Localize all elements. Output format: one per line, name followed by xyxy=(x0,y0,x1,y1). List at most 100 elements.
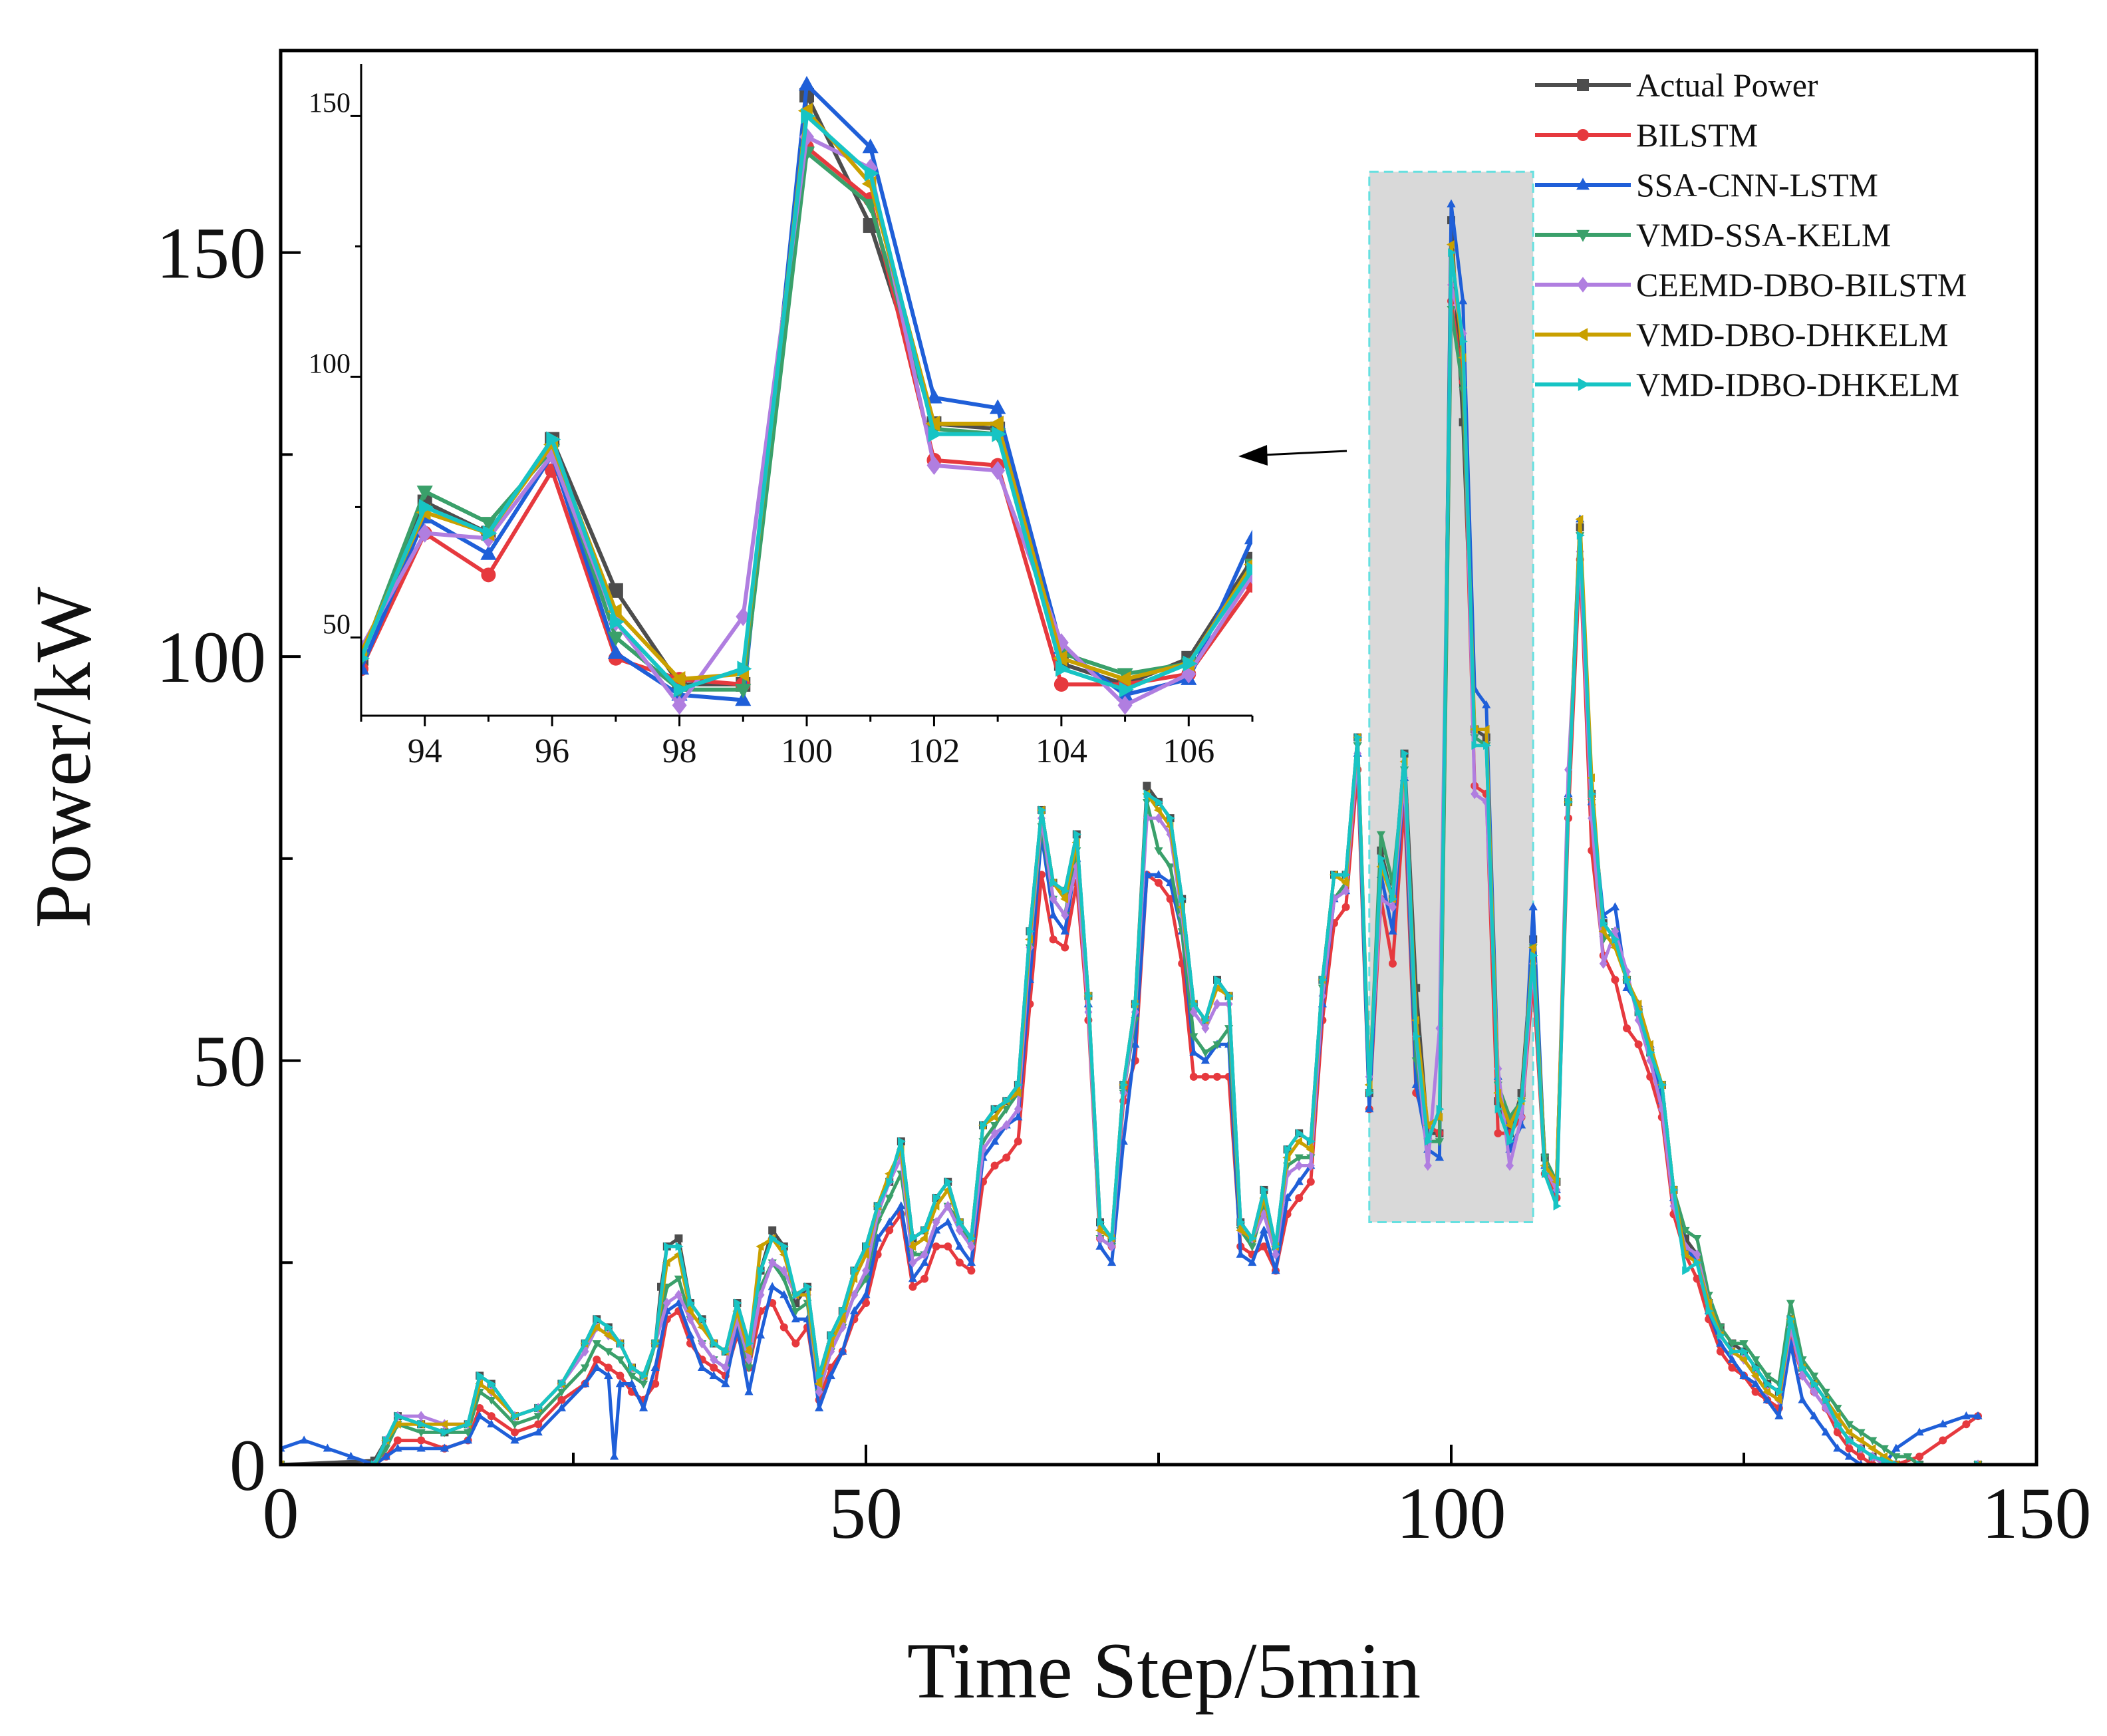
data-point-bilstm xyxy=(955,1258,964,1267)
data-point-vmd-ssa-kelm xyxy=(1189,1033,1198,1042)
data-point-ssa-cnn-lstm xyxy=(1727,1354,1737,1363)
inset-data-point-ceemd-dbo-bilstm xyxy=(545,445,560,465)
data-point-vmd-idbo-dhkelm xyxy=(1026,927,1035,936)
inset-data-point-bilstm xyxy=(481,567,496,583)
inset-x-tick-label: 104 xyxy=(1036,732,1087,770)
data-point-vmd-idbo-dhkelm xyxy=(382,1435,391,1445)
inset-data-point-ssa-cnn-lstm xyxy=(990,399,1006,414)
data-point-vmd-dbo-dhkelm xyxy=(603,1331,612,1340)
data-point-ssa-cnn-lstm xyxy=(1294,1177,1304,1185)
data-point-ssa-cnn-lstm xyxy=(1014,1112,1023,1121)
data-point-vmd-ssa-kelm xyxy=(1810,1372,1819,1381)
data-point-bilstm xyxy=(1189,1072,1198,1081)
data-point-ssa-cnn-lstm xyxy=(416,1443,426,1452)
data-point-ceemd-dbo-bilstm xyxy=(1096,1233,1104,1244)
data-point-ceemd-dbo-bilstm xyxy=(1213,998,1221,1010)
data-point-vmd-idbo-dhkelm xyxy=(1284,1145,1292,1154)
inset-data-point-vmd-ssa-kelm xyxy=(416,486,433,501)
data-point-ssa-cnn-lstm xyxy=(838,1346,847,1355)
data-point-vmd-ssa-kelm xyxy=(1762,1372,1772,1381)
data-point-vmd-idbo-dhkelm xyxy=(1693,1258,1702,1267)
data-point-vmd-ssa-kelm xyxy=(1154,847,1163,855)
data-point-vmd-idbo-dhkelm xyxy=(1858,1444,1866,1453)
data-point-ssa-cnn-lstm xyxy=(1915,1427,1924,1436)
data-point-vmd-dbo-dhkelm xyxy=(1294,1137,1302,1146)
data-point-vmd-idbo-dhkelm xyxy=(1097,1217,1105,1227)
x-tick-label: 150 xyxy=(1982,1473,2092,1554)
data-point-vmd-idbo-dhkelm xyxy=(1682,1266,1691,1276)
data-point-bilstm xyxy=(1155,879,1163,887)
data-point-ceemd-dbo-bilstm xyxy=(944,1201,952,1212)
legend-item-ceemd-dbo-bilstm: CEEMD-DBO-BILSTM xyxy=(1535,266,1967,303)
data-point-bilstm xyxy=(885,1226,894,1234)
data-point-vmd-ssa-kelm xyxy=(1200,1049,1210,1058)
data-point-ssa-cnn-lstm xyxy=(849,1306,859,1314)
data-point-ssa-cnn-lstm xyxy=(1833,1443,1842,1452)
data-point-ssa-cnn-lstm xyxy=(1095,1241,1105,1250)
data-point-vmd-idbo-dhkelm xyxy=(1038,805,1047,815)
data-point-vmd-idbo-dhkelm xyxy=(1471,741,1480,750)
data-point-vmd-idbo-dhkelm xyxy=(734,1298,742,1308)
inset-x-tick-label: 94 xyxy=(408,732,442,770)
data-point-ssa-cnn-lstm xyxy=(861,1290,871,1298)
data-point-vmd-idbo-dhkelm xyxy=(1050,878,1058,887)
data-point-ssa-cnn-lstm xyxy=(639,1403,648,1411)
legend-swatch-marker xyxy=(1577,277,1589,293)
data-point-vmd-idbo-dhkelm xyxy=(418,1419,426,1429)
data-point-vmd-dbo-dhkelm xyxy=(756,1242,764,1251)
y-tick-label: 0 xyxy=(229,1425,266,1506)
data-point-ssa-cnn-lstm xyxy=(885,1217,894,1226)
data-point-vmd-idbo-dhkelm xyxy=(1085,991,1093,1000)
data-point-vmd-dbo-dhkelm xyxy=(1575,515,1584,524)
data-point-ssa-cnn-lstm xyxy=(1107,1258,1117,1266)
data-point-ceemd-dbo-bilstm xyxy=(909,1257,917,1268)
data-point-ceemd-dbo-bilstm xyxy=(710,1354,718,1365)
series-vmd-idbo-dhkelm xyxy=(281,248,1983,1465)
data-point-bilstm xyxy=(1623,1024,1631,1032)
data-point-vmd-idbo-dhkelm xyxy=(1565,797,1574,807)
inset-data-point-vmd-idbo-dhkelm xyxy=(418,499,434,515)
inset-data-point-actual-power xyxy=(608,583,623,598)
data-point-ceemd-dbo-bilstm xyxy=(721,1362,730,1374)
data-point-ssa-cnn-lstm xyxy=(756,1330,766,1339)
y-tick-label: 50 xyxy=(193,1021,266,1102)
data-point-vmd-idbo-dhkelm xyxy=(746,1339,754,1348)
inset-data-point-ssa-cnn-lstm xyxy=(607,644,624,659)
data-point-vmd-idbo-dhkelm xyxy=(1881,1456,1890,1465)
data-point-vmd-dbo-dhkelm xyxy=(1528,942,1536,952)
data-point-ceemd-dbo-bilstm xyxy=(920,1249,928,1260)
data-point-vmd-dbo-dhkelm xyxy=(1306,1145,1314,1154)
data-point-vmd-dbo-dhkelm xyxy=(861,1250,869,1259)
data-point-vmd-dbo-dhkelm xyxy=(1236,1226,1244,1235)
data-point-vmd-dbo-dhkelm xyxy=(908,1242,916,1251)
data-point-vmd-ssa-kelm xyxy=(639,1380,648,1389)
data-point-vmd-idbo-dhkelm xyxy=(804,1282,813,1292)
data-point-ceemd-dbo-bilstm xyxy=(1517,1111,1526,1123)
data-point-vmd-dbo-dhkelm xyxy=(1598,927,1607,936)
data-point-actual-power xyxy=(1143,782,1151,790)
data-point-ssa-cnn-lstm xyxy=(440,1443,449,1452)
data-point-ceemd-dbo-bilstm xyxy=(967,1241,976,1252)
data-point-vmd-ssa-kelm xyxy=(1903,1453,1912,1462)
data-point-vmd-ssa-kelm xyxy=(615,1356,625,1365)
data-point-ceemd-dbo-bilstm xyxy=(1306,1160,1315,1171)
data-point-ceemd-dbo-bilstm xyxy=(1061,910,1069,921)
data-point-vmd-dbo-dhkelm xyxy=(1844,1427,1853,1437)
data-point-vmd-idbo-dhkelm xyxy=(652,1339,660,1348)
data-point-vmd-idbo-dhkelm xyxy=(1413,1032,1421,1041)
data-point-vmd-dbo-dhkelm xyxy=(1762,1387,1770,1397)
data-point-bilstm xyxy=(1341,903,1350,911)
inset-data-point-vmd-idbo-dhkelm xyxy=(673,681,688,698)
data-point-vmd-idbo-dhkelm xyxy=(698,1314,707,1324)
data-point-vmd-dbo-dhkelm xyxy=(1013,1088,1022,1097)
data-point-ssa-cnn-lstm xyxy=(1060,926,1069,935)
data-point-bilstm xyxy=(909,1282,917,1291)
data-point-actual-power xyxy=(768,1226,777,1234)
data-point-ssa-cnn-lstm xyxy=(557,1403,566,1411)
data-point-bilstm xyxy=(990,1161,999,1170)
data-point-vmd-ssa-kelm xyxy=(791,1308,800,1316)
data-point-ceemd-dbo-bilstm xyxy=(662,1298,671,1308)
data-point-vmd-idbo-dhkelm xyxy=(1308,1137,1316,1146)
x-tick-label: 100 xyxy=(1397,1473,1506,1554)
data-point-bilstm xyxy=(616,1372,625,1380)
